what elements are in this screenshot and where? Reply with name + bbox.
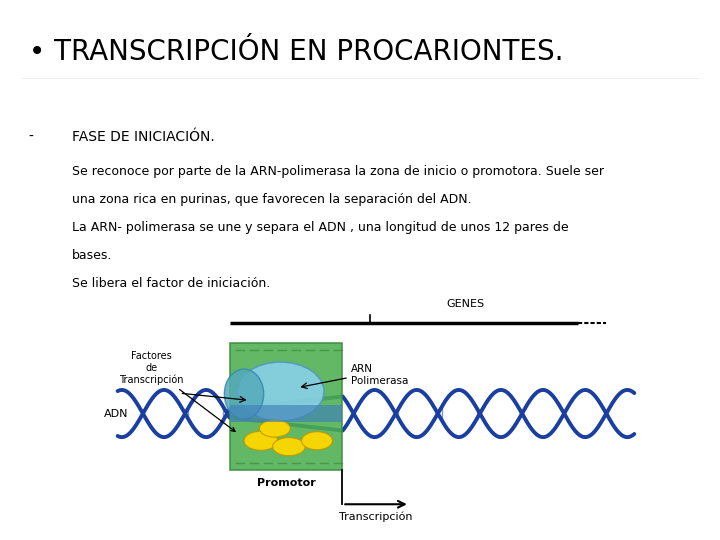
Text: • TRANSCRIPCIÓN EN PROCARIONTES.: • TRANSCRIPCIÓN EN PROCARIONTES. — [29, 38, 563, 66]
Text: una zona rica en purinas, que favorecen la separación del ADN.: una zona rica en purinas, que favorecen … — [72, 193, 472, 206]
Ellipse shape — [225, 369, 264, 419]
Text: bases.: bases. — [72, 249, 112, 262]
Text: La ARN- polimerasa se une y separa el ADN , una longitud de unos 12 pares de: La ARN- polimerasa se une y separa el AD… — [72, 221, 569, 234]
Text: ARN
Polimerasa: ARN Polimerasa — [351, 364, 408, 386]
Text: -: - — [29, 130, 34, 144]
Text: Transcripción: Transcripción — [339, 512, 413, 523]
Text: GENES: GENES — [447, 299, 485, 309]
Ellipse shape — [302, 431, 333, 450]
Ellipse shape — [259, 420, 290, 437]
Text: Se libera el factor de iniciación.: Se libera el factor de iniciación. — [72, 277, 270, 290]
Text: Factores
de
Transcripción: Factores de Transcripción — [119, 352, 235, 431]
Bar — [230, 343, 342, 470]
Text: Promotor: Promotor — [257, 478, 315, 488]
Text: ADN: ADN — [104, 409, 128, 419]
Bar — [230, 406, 342, 422]
Text: FASE DE INICIACIÓN.: FASE DE INICIACIÓN. — [72, 130, 215, 144]
Text: Se reconoce por parte de la ARN-polimerasa la zona de inicio o promotora. Suele : Se reconoce por parte de la ARN-polimera… — [72, 165, 604, 178]
Ellipse shape — [237, 362, 324, 421]
Ellipse shape — [244, 431, 278, 450]
Ellipse shape — [273, 437, 305, 456]
